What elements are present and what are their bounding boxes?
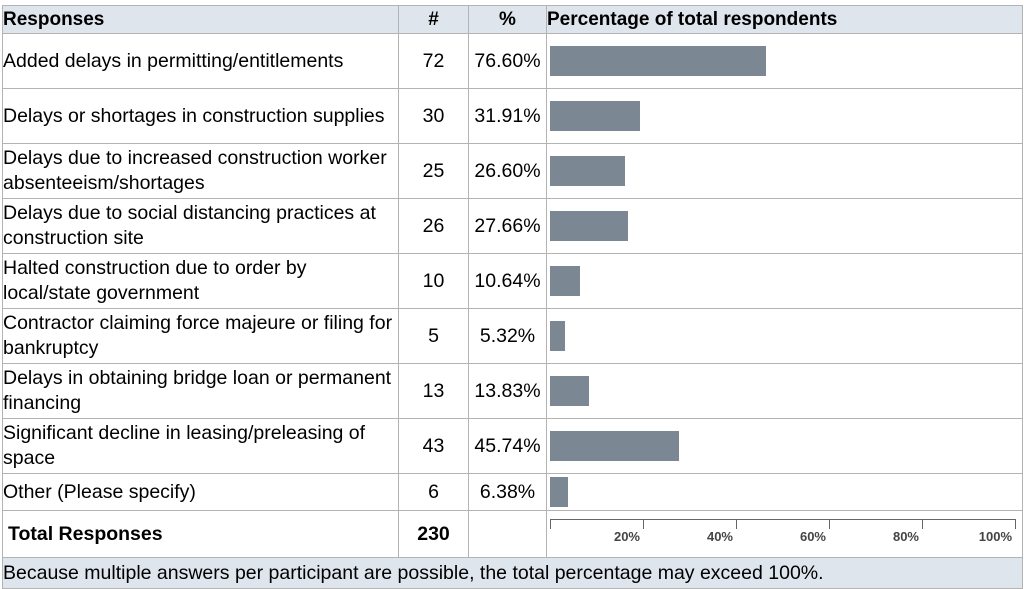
response-label: Halted construction due to order by loca… xyxy=(2,253,399,309)
total-percent-empty xyxy=(468,510,547,558)
bar-cell xyxy=(546,253,1023,309)
footnote: Because multiple answers per participant… xyxy=(2,557,1023,589)
response-count: 13 xyxy=(398,363,469,419)
table-row: Halted construction due to order by loca… xyxy=(2,253,1023,309)
total-row: Total Responses 230 20% 40% 60% 80% 100% xyxy=(2,510,1023,558)
table-row: Contractor claiming force majeure or fil… xyxy=(2,308,1023,364)
axis-tick-start xyxy=(550,519,551,529)
bar xyxy=(550,376,589,406)
axis-tick xyxy=(829,519,830,529)
axis-tick-label: 100% xyxy=(978,529,1012,544)
response-percent: 6.38% xyxy=(468,473,547,511)
response-count: 43 xyxy=(398,418,469,474)
total-label: Total Responses xyxy=(2,510,399,558)
table-row: Delays due to social distancing practice… xyxy=(2,198,1023,254)
bar-cell xyxy=(546,88,1023,144)
axis-tick xyxy=(736,519,737,529)
x-axis: 20% 40% 60% 80% 100% xyxy=(550,519,1016,549)
table-row: Delays or shortages in construction supp… xyxy=(2,88,1023,144)
response-label: Delays due to increased construction wor… xyxy=(2,143,399,199)
bar xyxy=(550,156,625,186)
axis-tick xyxy=(643,519,644,529)
total-count: 230 xyxy=(398,510,469,558)
response-count: 72 xyxy=(398,33,469,89)
response-percent: 26.60% xyxy=(468,143,547,199)
footnote-row: Because multiple answers per participant… xyxy=(2,557,1023,589)
axis-tick-label: 20% xyxy=(613,529,640,544)
response-label: Contractor claiming force majeure or fil… xyxy=(2,308,399,364)
survey-results-table: Responses # % Percentage of total respon… xyxy=(2,5,1023,589)
axis-cell: 20% 40% 60% 80% 100% xyxy=(546,510,1023,558)
response-label: Other (Please specify) xyxy=(2,473,399,511)
header-row: Responses # % Percentage of total respon… xyxy=(2,5,1023,34)
response-count: 26 xyxy=(398,198,469,254)
response-label: Significant decline in leasing/preleasin… xyxy=(2,418,399,474)
response-percent: 76.60% xyxy=(468,33,547,89)
response-label: Delays or shortages in construction supp… xyxy=(2,88,399,144)
header-percent: % xyxy=(468,5,547,34)
response-percent: 31.91% xyxy=(468,88,547,144)
bar-cell xyxy=(546,308,1023,364)
bar-cell xyxy=(546,363,1023,419)
axis-tick xyxy=(922,519,923,529)
bar xyxy=(550,431,679,461)
table-row: Delays due to increased construction wor… xyxy=(2,143,1023,199)
bar xyxy=(550,266,580,296)
response-percent: 45.74% xyxy=(468,418,547,474)
response-percent: 5.32% xyxy=(468,308,547,364)
response-count: 6 xyxy=(398,473,469,511)
bar-cell xyxy=(546,418,1023,474)
bar-cell xyxy=(546,473,1023,511)
bar xyxy=(550,101,640,131)
header-responses: Responses xyxy=(2,5,399,34)
response-rows: Added delays in permitting/entitlements 7… xyxy=(2,33,1023,511)
response-label: Added delays in permitting/entitlements xyxy=(2,33,399,89)
bar-cell xyxy=(546,33,1023,89)
x-axis-line xyxy=(550,519,1016,520)
bar-cell xyxy=(546,143,1023,199)
response-label: Delays in obtaining bridge loan or perma… xyxy=(2,363,399,419)
table-row: Added delays in permitting/entitlements 7… xyxy=(2,33,1023,89)
bar xyxy=(550,211,628,241)
bar xyxy=(550,477,568,507)
response-percent: 10.64% xyxy=(468,253,547,309)
axis-tick xyxy=(1015,519,1016,529)
table-row: Significant decline in leasing/preleasin… xyxy=(2,418,1023,474)
table-row: Other (Please specify) 6 6.38% xyxy=(2,473,1023,511)
response-count: 5 xyxy=(398,308,469,364)
axis-tick-label: 80% xyxy=(892,529,919,544)
axis-tick-label: 60% xyxy=(799,529,826,544)
response-count: 10 xyxy=(398,253,469,309)
header-chart: Percentage of total respondents xyxy=(546,5,1023,34)
bar-cell xyxy=(546,198,1023,254)
response-label: Delays due to social distancing practice… xyxy=(2,198,399,254)
response-percent: 27.66% xyxy=(468,198,547,254)
response-count: 30 xyxy=(398,88,469,144)
table-row: Delays in obtaining bridge loan or perma… xyxy=(2,363,1023,419)
axis-tick-label: 40% xyxy=(706,529,733,544)
bar xyxy=(550,46,766,76)
response-percent: 13.83% xyxy=(468,363,547,419)
response-count: 25 xyxy=(398,143,469,199)
bar xyxy=(550,321,565,351)
header-count: # xyxy=(398,5,469,34)
